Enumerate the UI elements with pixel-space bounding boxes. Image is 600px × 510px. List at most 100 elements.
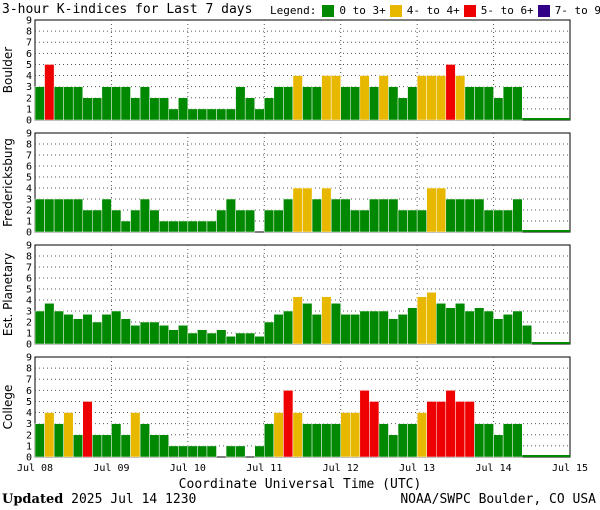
x-tick-label: Jul 15 bbox=[552, 463, 588, 474]
y-tick-label: 1 bbox=[26, 329, 32, 340]
k-index-bar bbox=[120, 318, 131, 345]
k-index-bar bbox=[92, 97, 103, 121]
k-index-bar bbox=[139, 423, 150, 458]
k-index-bar bbox=[63, 314, 74, 345]
y-tick-label: 6 bbox=[26, 49, 32, 60]
y-tick-label: 2 bbox=[26, 206, 32, 217]
k-index-bar bbox=[350, 209, 361, 233]
k-index-bar bbox=[455, 198, 466, 233]
k-index-bar bbox=[502, 314, 513, 345]
k-index-bar bbox=[340, 314, 351, 345]
k-index-bar bbox=[283, 198, 294, 233]
k-index-bar bbox=[53, 86, 64, 121]
y-tick-label: 3 bbox=[26, 82, 32, 93]
y-tick-label: 3 bbox=[26, 419, 32, 430]
x-tick-label: Jul 11 bbox=[246, 463, 282, 474]
x-tick-label: Jul 09 bbox=[93, 463, 129, 474]
k-index-bar bbox=[483, 423, 494, 458]
legend-item-7-to-9: 7- to 9 bbox=[537, 4, 600, 17]
k-index-bar bbox=[350, 86, 361, 121]
k-index-bar bbox=[44, 64, 55, 121]
y-tick-label: 4 bbox=[26, 296, 32, 307]
k-index-bar bbox=[273, 314, 284, 345]
k-index-bar bbox=[512, 423, 523, 458]
k-index-bar bbox=[216, 329, 227, 345]
k-index-bar bbox=[407, 423, 418, 458]
k-index-bar bbox=[92, 434, 103, 458]
k-index-bar bbox=[283, 310, 294, 345]
k-index-bar bbox=[474, 86, 485, 121]
k-index-bar bbox=[149, 97, 160, 121]
k-index-bar bbox=[311, 198, 322, 233]
panel-label: Boulder bbox=[1, 47, 15, 94]
k-index-bar bbox=[101, 86, 112, 121]
k-index-bar bbox=[72, 86, 84, 121]
k-index-bar bbox=[34, 198, 45, 233]
k-index-bar bbox=[139, 198, 150, 233]
k-index-bar bbox=[63, 198, 74, 233]
k-index-bar bbox=[139, 321, 150, 345]
k-index-bar bbox=[82, 97, 93, 121]
x-tick-label: Jul 14 bbox=[476, 463, 512, 474]
k-index-bar bbox=[397, 314, 408, 345]
k-index-bar bbox=[359, 209, 370, 233]
k-index-bar bbox=[178, 220, 189, 233]
k-index-bar bbox=[426, 401, 437, 458]
k-index-bar bbox=[216, 108, 227, 121]
k-index-bar bbox=[63, 86, 74, 121]
k-index-bar bbox=[254, 108, 265, 121]
k-index-bar bbox=[197, 108, 208, 121]
k-index-bar bbox=[82, 209, 93, 233]
k-index-bar bbox=[369, 401, 380, 458]
legend-swatch-red bbox=[463, 4, 476, 17]
updated-stamp: Updated 2025 Jul 14 1230 bbox=[2, 492, 196, 507]
k-index-bar bbox=[493, 434, 504, 458]
y-tick-label: 8 bbox=[26, 27, 32, 38]
y-tick-label: 6 bbox=[26, 162, 32, 173]
k-index-bar bbox=[168, 108, 179, 121]
k-index-bar bbox=[321, 296, 332, 345]
y-tick-label: 9 bbox=[26, 129, 32, 140]
k-index-bar bbox=[244, 97, 255, 121]
k-index-bar bbox=[311, 314, 322, 345]
k-index-bar bbox=[101, 314, 112, 345]
k-index-bar bbox=[187, 108, 198, 121]
k-index-bar bbox=[34, 86, 45, 121]
k-index-bar bbox=[254, 336, 265, 345]
k-index-bar bbox=[397, 209, 408, 233]
legend-item-4-to-4: 4- to 4+ bbox=[389, 4, 460, 17]
legend-label: 7- to 9 bbox=[554, 4, 600, 17]
k-index-bar bbox=[436, 303, 447, 345]
panel-label: College bbox=[1, 385, 15, 430]
k-index-bar bbox=[264, 423, 275, 458]
k-index-bar bbox=[168, 220, 179, 233]
k-index-bar bbox=[197, 445, 208, 458]
k-index-bar bbox=[244, 332, 255, 345]
k-index-bar bbox=[455, 75, 466, 121]
k-index-bar bbox=[416, 75, 427, 121]
k-index-bar bbox=[197, 220, 208, 233]
k-index-bar bbox=[321, 75, 332, 121]
y-tick-label: 7 bbox=[26, 263, 32, 274]
k-index-bar bbox=[158, 325, 169, 345]
k-index-bar bbox=[178, 325, 189, 345]
legend-title: Legend: bbox=[270, 4, 317, 17]
k-index-bar bbox=[283, 390, 294, 458]
y-tick-label: 0 bbox=[26, 453, 32, 464]
k-index-bar bbox=[388, 86, 399, 121]
k-index-bar bbox=[235, 332, 246, 345]
k-index-bar bbox=[158, 97, 169, 121]
k-index-bar bbox=[436, 187, 447, 233]
k-index-bar bbox=[445, 390, 456, 458]
legend-swatch-purple bbox=[537, 4, 550, 17]
x-tick-label: Jul 08 bbox=[17, 463, 53, 474]
updated-value: 2025 Jul 14 1230 bbox=[71, 492, 197, 507]
k-index-bar bbox=[340, 412, 351, 458]
k-index-bar bbox=[378, 423, 389, 458]
k-index-bar bbox=[464, 401, 475, 458]
k-index-bar bbox=[111, 310, 122, 345]
y-tick-label: 9 bbox=[26, 241, 32, 252]
y-tick-label: 4 bbox=[26, 71, 32, 82]
k-index-bar bbox=[206, 332, 217, 345]
k-index-chart: 0123456789Boulder0123456789Fredericksbur… bbox=[1, 16, 588, 475]
